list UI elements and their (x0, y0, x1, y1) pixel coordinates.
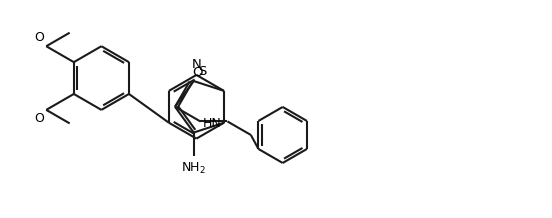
Text: O: O (35, 31, 45, 44)
Text: S: S (198, 65, 206, 78)
Text: O: O (35, 112, 45, 125)
Text: O: O (192, 66, 203, 79)
Text: N: N (192, 58, 201, 71)
Text: NH$_2$: NH$_2$ (181, 161, 206, 176)
Text: HN: HN (203, 117, 222, 130)
